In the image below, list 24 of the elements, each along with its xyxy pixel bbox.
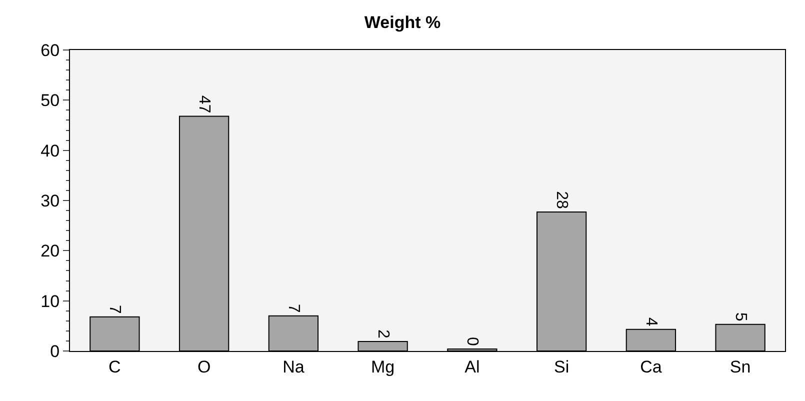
data-label: 7	[106, 304, 124, 314]
x-tick-label: Na	[282, 357, 305, 376]
data-label: 2	[374, 329, 392, 338]
x-tick-label: O	[197, 357, 211, 376]
x-tick-label: Si	[554, 357, 570, 376]
y-tick-label: 0	[50, 342, 60, 361]
y-tick-label: 20	[40, 242, 60, 261]
data-label: 47	[196, 95, 213, 114]
y-tick-label: 50	[40, 91, 60, 110]
x-tick-label: Al	[464, 357, 480, 376]
y-tick-label: 10	[40, 292, 60, 311]
data-label: 7	[284, 304, 302, 313]
data-label: 28	[553, 191, 570, 210]
y-tick-label: 40	[40, 141, 60, 160]
x-tick-label: Mg	[370, 357, 395, 376]
data-label: 5	[732, 312, 749, 322]
chart-title: Weight %	[364, 12, 441, 32]
data-label: 4	[642, 317, 660, 326]
y-tick-label: 30	[40, 191, 60, 210]
x-tick-label: C	[108, 357, 121, 376]
x-tick-label: Sn	[730, 357, 751, 376]
data-label: 0	[464, 336, 481, 346]
y-tick-label: 60	[40, 40, 60, 60]
x-tick-label: Ca	[640, 357, 662, 376]
